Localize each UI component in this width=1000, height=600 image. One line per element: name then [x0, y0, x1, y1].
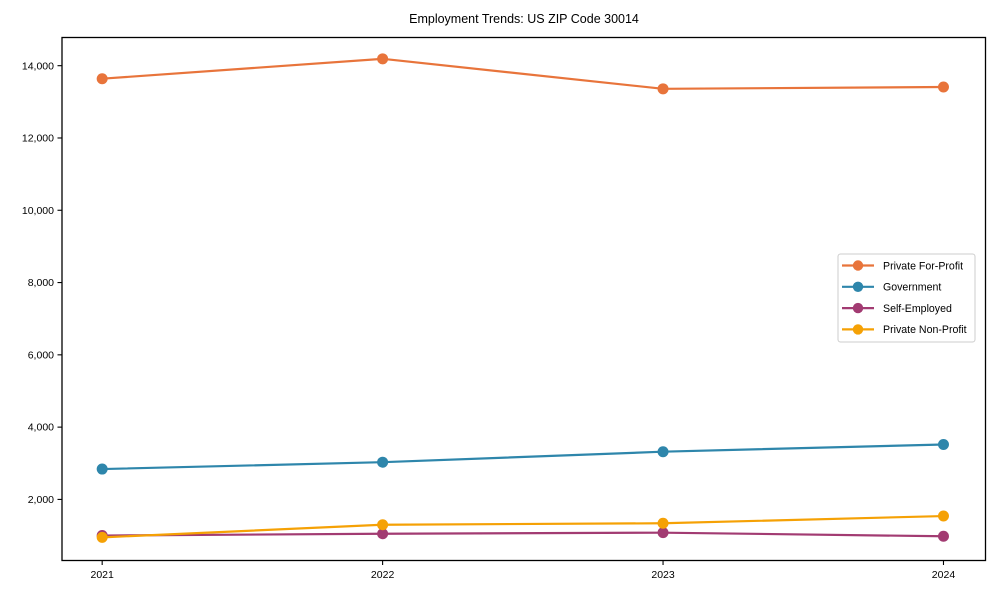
y-tick-label: 2,000 — [28, 494, 54, 506]
data-point-private-non-profit — [96, 531, 108, 543]
data-point-private-for-profit — [657, 83, 669, 95]
legend-marker-dot — [852, 260, 864, 271]
data-point-self-employed — [657, 527, 669, 539]
series-line-private-for-profit — [102, 57, 944, 90]
y-tick-label: 8,000 — [28, 277, 54, 289]
legend-label: Private For-Profit — [883, 260, 963, 272]
data-point-private-for-profit — [96, 73, 108, 85]
legend-marker-dot — [852, 302, 864, 314]
legend-box — [837, 253, 976, 343]
legend-marker-dot — [852, 324, 864, 335]
chart-title: Employment Trends: US ZIP Code 30014 — [409, 12, 639, 26]
x-tick-label: 2023 — [651, 569, 675, 581]
data-point-self-employed — [937, 530, 949, 542]
data-point-private-non-profit — [377, 519, 389, 531]
y-tick-label: 4,000 — [28, 422, 54, 434]
y-tick-label: 14,000 — [22, 60, 54, 72]
legend-label: Self-Employed — [883, 303, 952, 315]
legend-item-self-employed: Self-Employed — [842, 302, 952, 315]
y-tick-label: 10,000 — [22, 205, 54, 217]
series-line-self-employed — [102, 531, 944, 538]
plot-area-border — [61, 36, 987, 562]
x-tick-label: 2021 — [90, 569, 114, 581]
data-point-government — [937, 438, 949, 450]
legend-marker-dot — [852, 281, 864, 292]
data-point-self-employed — [377, 528, 389, 540]
data-point-government — [657, 446, 669, 458]
series-line-private-non-profit — [102, 514, 944, 539]
legend-label: Private Non-Profit — [883, 324, 967, 336]
data-point-government — [377, 456, 389, 468]
series-line-government — [102, 443, 944, 471]
legend-item-private-for-profit: Private For-Profit — [842, 260, 963, 272]
data-point-government — [96, 463, 108, 475]
x-tick-label: 2024 — [932, 569, 956, 581]
legend-item-government: Government — [842, 281, 941, 294]
x-tick-label: 2022 — [371, 569, 395, 581]
legend-item-private-non-profit: Private Non-Profit — [842, 324, 967, 336]
legend-label: Government — [883, 282, 941, 294]
y-tick-label: 12,000 — [22, 133, 54, 145]
data-point-private-non-profit — [937, 510, 949, 522]
data-point-private-for-profit — [937, 81, 949, 93]
y-tick-label: 6,000 — [28, 349, 54, 361]
legend: Private For-Profit Government Self-Employe… — [837, 253, 976, 343]
data-point-private-for-profit — [377, 53, 389, 65]
data-point-private-non-profit — [657, 517, 669, 529]
